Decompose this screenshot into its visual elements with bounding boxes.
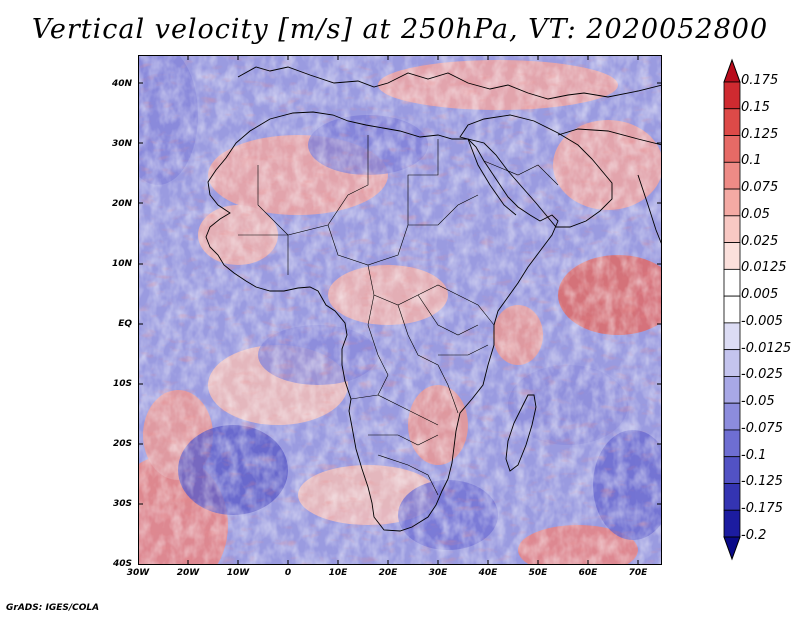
lat-label-eq: EQ [118, 319, 132, 329]
country-borders [238, 135, 559, 496]
colorbar-label: -0.025 [741, 367, 783, 383]
africa-coastline [205, 111, 559, 532]
colorbar-box [723, 188, 741, 217]
colorbar-box [723, 81, 741, 110]
colorbar-label: -0.075 [741, 420, 783, 436]
grads-credit: GrADS: IGES/COLA [6, 603, 100, 613]
arabia-coastline [459, 114, 613, 228]
colorbar-label: -0.005 [741, 313, 783, 329]
colorbar-box [723, 268, 741, 297]
colorbar-box [723, 161, 741, 190]
lon-label-40e: 40E [478, 568, 498, 578]
colorbar-label: 0.075 [741, 180, 779, 196]
colorbar-label: 0.0125 [741, 260, 787, 276]
lon-label-70e: 70E [628, 568, 648, 578]
map-frame [138, 55, 662, 565]
lon-label-0: 0 [284, 568, 292, 578]
colorbar-box [723, 456, 741, 484]
colorbar-top-arrow [723, 58, 741, 83]
colorbar-label: -0.1 [741, 447, 767, 463]
lon-label-30e: 30E [428, 568, 448, 578]
colorbar-label: 0.005 [741, 287, 779, 303]
colorbar-box [723, 135, 741, 163]
colorbar-box [723, 322, 741, 351]
lat-label-10n: 10N [111, 259, 132, 269]
lon-label-30w: 30W [126, 568, 150, 578]
colorbar-box [723, 295, 741, 324]
colorbar-box [723, 349, 741, 377]
coastlines [205, 66, 662, 532]
lon-label-10w: 10W [226, 568, 250, 578]
colorbar-label: 0.175 [741, 73, 779, 88]
colorbar-label: 0.125 [741, 126, 779, 142]
colorbar-label: 0.1 [741, 153, 762, 169]
lat-label-10s: 10S [112, 379, 132, 389]
axis-ticks [138, 55, 662, 565]
madagascar-coastline [505, 394, 537, 472]
persian-gulf-coastline [557, 128, 662, 146]
lon-label-20w: 20W [176, 568, 200, 578]
colorbar-label: 0.025 [741, 233, 779, 249]
colorbar-box [723, 509, 741, 538]
colorbar-box [723, 429, 741, 458]
colorbar-label: -0.175 [741, 501, 783, 517]
lat-label-20s: 20S [112, 439, 132, 449]
india-coastline [637, 174, 662, 246]
colorbar-box [723, 242, 741, 270]
colorbar-label: -0.0125 [741, 340, 792, 356]
colorbar-label: 0.15 [741, 99, 770, 115]
lon-label-20e: 20E [378, 568, 398, 578]
lon-label-10e: 10E [328, 568, 348, 578]
map-title: Vertical velocity [m/s] at 250hPa, VT: 2… [31, 14, 769, 45]
red-sea-coastline [467, 138, 517, 216]
lon-label-60e: 60E [578, 568, 598, 578]
colorbar-box [723, 376, 741, 404]
lat-label-30s: 30S [112, 499, 132, 509]
lat-label-30n: 30N [111, 139, 132, 149]
vertical-velocity-map [138, 55, 662, 565]
colorbar-box [723, 483, 741, 511]
colorbar-label: 0.05 [741, 206, 770, 222]
colorbar-box [723, 215, 741, 243]
colorbar-box [723, 402, 741, 431]
europe-coastline [237, 66, 662, 100]
lat-label-40s: 40S [112, 559, 132, 569]
lat-label-40n: 40N [111, 79, 132, 89]
lat-label-20n: 20N [111, 199, 132, 209]
colorbar-label: -0.125 [741, 474, 783, 490]
lon-label-50e: 50E [528, 568, 548, 578]
field-texture-red [138, 55, 662, 565]
colorbar-box [723, 108, 741, 136]
colorbar-label: -0.05 [741, 394, 775, 410]
colorbar-bottom-arrow [723, 536, 741, 561]
colorbar-label: -0.2 [741, 528, 767, 543]
